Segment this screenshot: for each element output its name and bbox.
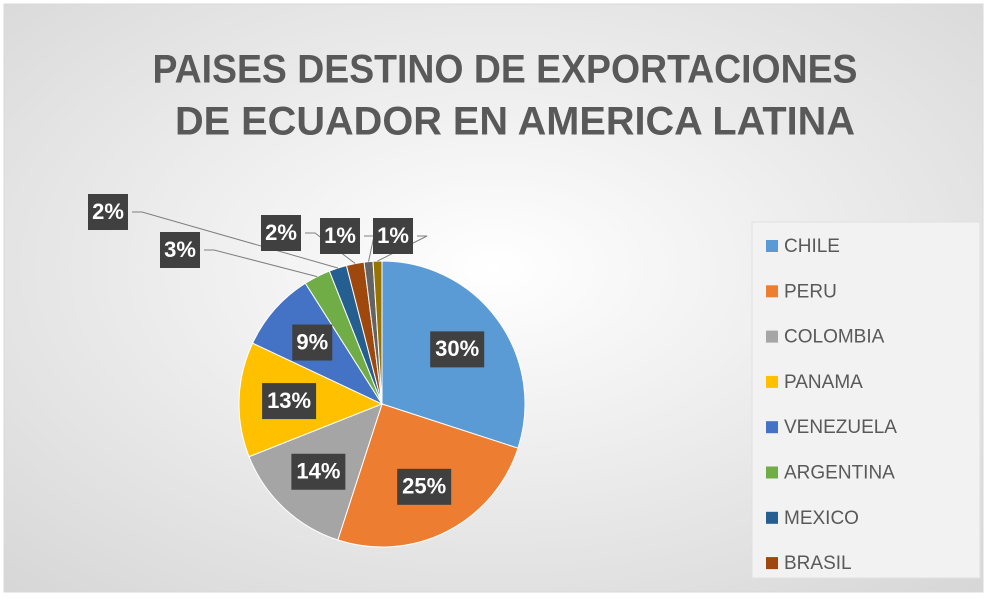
legend-box — [751, 221, 981, 579]
data-label: 1% — [377, 223, 409, 248]
data-label: 9% — [296, 329, 328, 354]
legend-label: VENEZUELA — [784, 417, 897, 438]
legend-swatch — [766, 240, 778, 252]
data-label: 2% — [92, 199, 124, 224]
data-label-box — [373, 218, 413, 254]
data-label-box — [397, 468, 452, 505]
data-label-box — [291, 453, 346, 490]
data-label-box — [292, 324, 333, 361]
chart-title: PAISES DESTINO DE EXPORTACIONES — [153, 48, 858, 92]
data-label: 1% — [324, 223, 356, 248]
legend-label: PERU — [784, 281, 837, 302]
legend-swatch — [766, 511, 778, 524]
legend-label: ARGENTINA — [784, 463, 895, 484]
data-label: 25% — [402, 474, 446, 499]
data-label-box — [320, 218, 360, 254]
legend-swatch — [766, 466, 778, 479]
data-label: 14% — [296, 459, 340, 484]
data-label: 2% — [265, 220, 297, 245]
legend-label: PANAMA — [784, 372, 863, 393]
legend-label: MEXICO — [784, 508, 859, 529]
legend-label: CHILE — [784, 236, 840, 257]
legend-swatch — [766, 421, 778, 434]
legend-swatch — [766, 557, 778, 570]
data-label-box — [262, 383, 317, 420]
data-label: 30% — [435, 336, 479, 361]
data-label-box — [88, 194, 128, 230]
data-label-box — [261, 215, 301, 251]
data-label-box — [430, 331, 485, 368]
data-label: 3% — [164, 237, 196, 262]
data-label-box — [160, 232, 200, 268]
legend-swatch — [766, 375, 778, 388]
legend-swatch — [766, 285, 778, 298]
leader-line — [204, 249, 318, 278]
legend-label: BRASIL — [784, 553, 852, 574]
data-label: 13% — [267, 388, 311, 413]
legend-swatch — [766, 330, 778, 343]
legend-label: COLOMBIA — [784, 327, 885, 348]
chart-title: DE ECUADOR EN AMERICA LATINA — [175, 100, 855, 144]
